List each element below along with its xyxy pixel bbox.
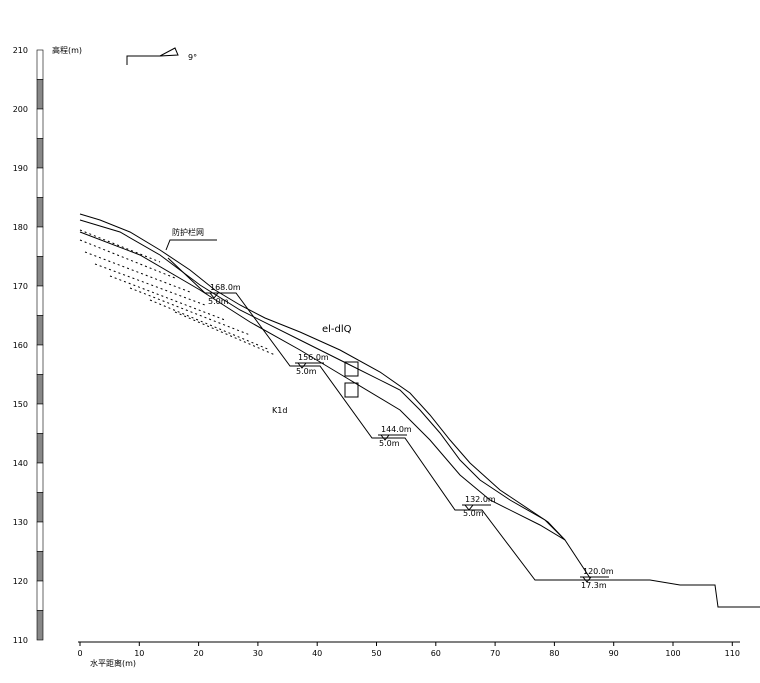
scale-segment [36,256,44,287]
scale-segment [36,79,44,110]
fence-leader [165,239,217,251]
rock-hatch [79,229,276,356]
y-tick-label: 120 [13,577,28,586]
x-tick-label: 40 [312,649,322,658]
x-tick-label: 70 [490,649,500,658]
bench-elevation: 120.0m [583,567,614,576]
level-symbol [208,292,220,299]
bench-labels: 168.0m 5.0m 156.0m 5.0m 144.0m 5.0m 132.0m 5.0m… [207,283,614,590]
scale-segment [36,551,44,582]
x-tick-label: 0 [77,649,82,658]
rock-label: K1d [272,406,287,415]
bench-elevation: 156.0m [298,353,329,362]
bench-elevation: 132.0m [465,495,496,504]
y-tick-label: 180 [13,223,28,232]
scale-segment [36,433,44,464]
elevation-scale: 210 200 190 180 170 160 150 140 130 120 110 [13,46,44,645]
level-symbol [463,504,475,511]
scale-segment [36,610,44,641]
bench-width: 5.0m [379,439,400,448]
y-tick-label: 150 [13,400,28,409]
layer-line [79,231,591,579]
cut-slope [167,257,760,608]
bench-elevation: 144.0m [381,425,412,434]
y-tick-label: 160 [13,341,28,350]
scale-segment [36,226,44,257]
dip-symbol [126,47,179,65]
layer-line [79,219,566,541]
y-tick-label: 170 [13,282,28,291]
scale-segment [36,374,44,405]
scale-segment [36,521,44,552]
x-tick-label: 80 [549,649,559,658]
bench-width: 5.0m [296,367,317,376]
scale-segment [36,403,44,434]
x-tick-label: 90 [609,649,619,658]
x-tick-label: 60 [431,649,441,658]
y-tick-label: 130 [13,518,28,527]
y-tick-label: 210 [13,46,28,55]
scale-segment [36,197,44,228]
y-tick-label: 140 [13,459,28,468]
y-axis-title: 高程(m) [52,45,82,55]
scale-segment [36,49,44,80]
scale-segment [36,344,44,375]
x-tick-label: 30 [253,649,263,658]
bench-width: 5.0m [208,297,229,306]
y-tick-label: 190 [13,164,28,173]
ground-surface [79,213,566,541]
dip-label: 9° [188,53,197,62]
y-tick-label: 110 [13,636,28,645]
bench-elevation: 168.0m [210,283,241,292]
scale-segment [36,580,44,611]
bench-width: 17.3m [581,581,607,590]
x-tick-label: 10 [134,649,144,658]
marker-box [344,382,359,398]
x-axis-title: 水平距离(m) [90,658,136,668]
bench-width: 5.0m [463,509,484,518]
scale-segment [36,167,44,198]
scale-segment [36,285,44,316]
x-tick-label: 100 [665,649,680,658]
x-tick-label: 20 [194,649,204,658]
scale-segment [36,462,44,493]
scale-segment [36,492,44,523]
y-tick-label: 200 [13,105,28,114]
level-symbol [379,434,391,441]
level-symbol [296,362,308,369]
soil-label: el-dlQ [322,324,352,335]
fence-label: 防护栏网 [172,227,204,237]
scale-segment [36,108,44,139]
marker-box [344,361,359,377]
scale-segment [36,315,44,346]
scale-segment [36,138,44,169]
x-tick-label: 110 [725,649,740,658]
x-tick-label: 50 [371,649,381,658]
level-symbol [581,576,593,583]
